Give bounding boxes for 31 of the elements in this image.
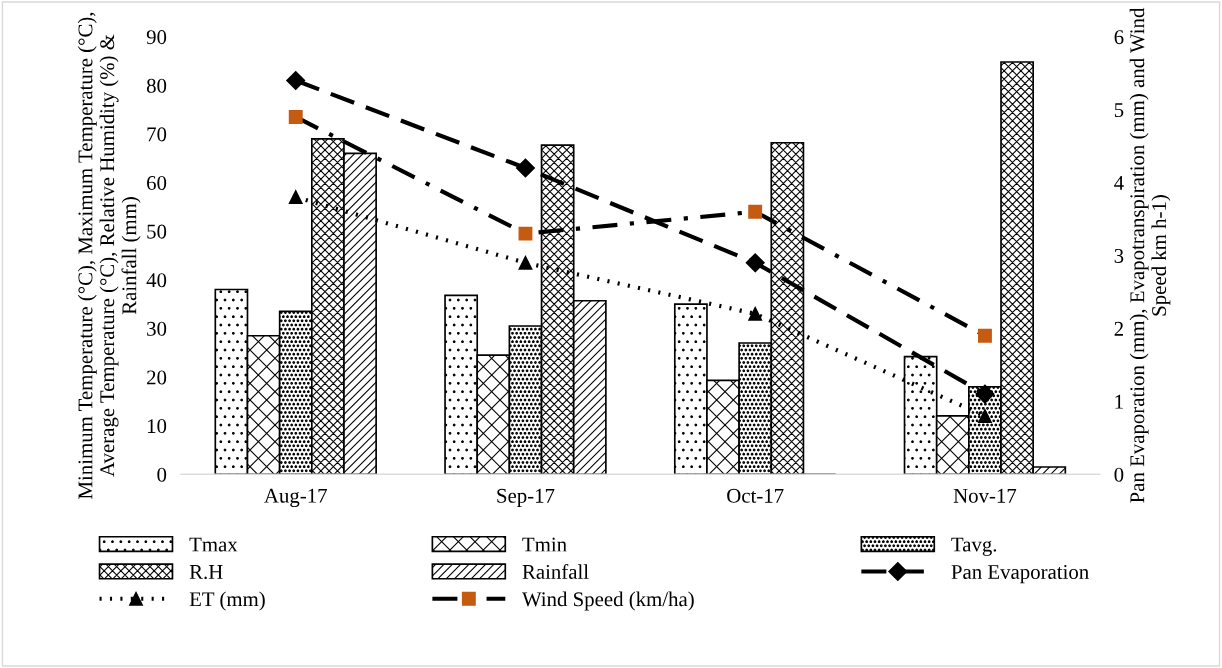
y2-tick-label: 5	[1114, 103, 1124, 118]
y-tick-label: 20	[147, 370, 167, 385]
x-tick-label: Sep-17	[497, 488, 555, 508]
y2-tick-label: 3	[1114, 248, 1124, 263]
y-tick-label: 90	[146, 30, 167, 45]
y2-tick-label: 4	[1114, 176, 1124, 190]
y-axis-title: Minimum Temperature (°C), Maximum Temperature (°C), Average Temperature (°C), Relative Humidity (%) & Rainfall (mm)	[77, 12, 141, 499]
legend-label: R.H	[189, 565, 223, 580]
y-tick-label: 10	[147, 419, 167, 434]
legend-label: ET (mm)	[189, 591, 265, 611]
y-tick-label: 50	[147, 224, 167, 239]
legend-label: Wind Speed (km/ha)	[521, 591, 694, 611]
x-tick-label: Nov-17	[953, 488, 1017, 503]
y2-tick-label: 2	[1114, 321, 1123, 336]
legend-label: Tmax	[189, 537, 238, 552]
y-tick-label: 70	[147, 127, 167, 142]
y-tick-label: 40	[146, 273, 167, 288]
x-tick-label: Aug-17	[264, 488, 327, 508]
y-tick-label: 0	[157, 467, 167, 482]
legend-label: Rainfall	[522, 564, 589, 579]
y-tick-label: 60	[147, 175, 167, 191]
y2-axis-title: Pan Evaporation (mm), Evapotranspiration (mm) and Wind Speed km h-1)	[1129, 7, 1171, 503]
x-tick-label: Oct-17	[727, 488, 784, 503]
legend-label: Tmin	[522, 537, 567, 552]
y-tick-label: 80	[146, 78, 167, 93]
legend-label: Tavg.	[951, 537, 997, 556]
y2-tick-label: 1	[1115, 394, 1123, 409]
y2-tick-label: 6	[1114, 30, 1124, 45]
y-tick-label: 30	[147, 321, 167, 336]
y2-tick-label: 0	[1114, 467, 1124, 482]
legend-label: Pan Evaporation	[951, 564, 1089, 584]
